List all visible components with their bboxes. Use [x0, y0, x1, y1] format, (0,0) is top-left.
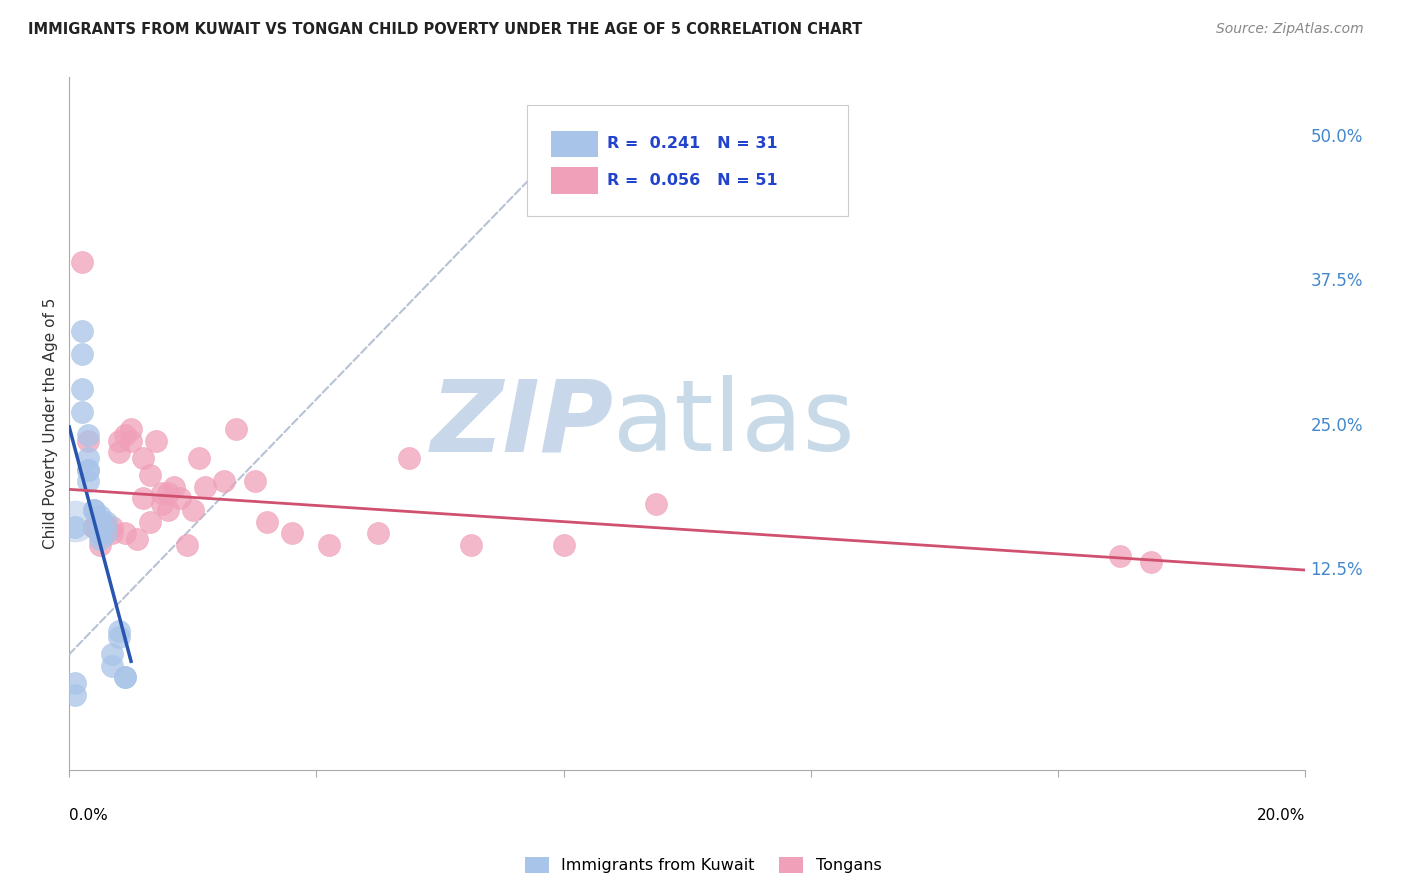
Point	[114, 526, 136, 541]
Point	[256, 515, 278, 529]
Point	[194, 480, 217, 494]
Point	[89, 520, 111, 534]
Point	[212, 474, 235, 488]
Point	[70, 405, 93, 419]
Point	[157, 485, 180, 500]
Point	[120, 422, 142, 436]
Point	[96, 526, 118, 541]
Point	[70, 347, 93, 361]
Point	[1109, 549, 1132, 564]
Point	[83, 503, 105, 517]
Point	[101, 520, 124, 534]
Point	[89, 520, 111, 534]
Text: ZIP: ZIP	[430, 375, 613, 472]
Bar	[551, 168, 599, 194]
Point	[101, 647, 124, 661]
Point	[163, 480, 186, 494]
Point	[101, 658, 124, 673]
Point	[553, 538, 575, 552]
FancyBboxPatch shape	[527, 105, 848, 216]
Point	[318, 538, 340, 552]
Point	[76, 463, 98, 477]
Point	[89, 526, 111, 541]
Point	[89, 508, 111, 523]
Point	[65, 676, 87, 690]
Text: R =  0.056   N = 51: R = 0.056 N = 51	[607, 173, 778, 188]
Point	[96, 526, 118, 541]
Text: Source: ZipAtlas.com: Source: ZipAtlas.com	[1216, 22, 1364, 37]
Point	[89, 515, 111, 529]
Point	[89, 526, 111, 541]
Point	[138, 515, 160, 529]
Point	[107, 624, 129, 639]
Point	[89, 526, 111, 541]
Point	[150, 497, 173, 511]
Point	[89, 520, 111, 534]
Point	[181, 503, 204, 517]
Point	[188, 451, 211, 466]
Point	[89, 538, 111, 552]
Point	[83, 520, 105, 534]
Point	[89, 526, 111, 541]
Point	[101, 526, 124, 541]
Point	[145, 434, 167, 448]
Text: R =  0.241   N = 31: R = 0.241 N = 31	[607, 136, 778, 152]
Point	[120, 434, 142, 448]
Point	[65, 688, 87, 702]
Point	[89, 515, 111, 529]
Text: atlas: atlas	[613, 375, 855, 472]
Point	[89, 526, 111, 541]
Point	[89, 532, 111, 546]
Point	[225, 422, 247, 436]
Point	[132, 491, 155, 506]
Point	[169, 491, 191, 506]
Point	[76, 434, 98, 448]
Text: 20.0%: 20.0%	[1257, 808, 1305, 823]
Point	[70, 324, 93, 338]
Bar	[551, 131, 599, 157]
Point	[89, 520, 111, 534]
Point	[107, 445, 129, 459]
Point	[96, 520, 118, 534]
Point	[114, 428, 136, 442]
Point	[96, 515, 118, 529]
Point	[83, 520, 105, 534]
Point	[83, 503, 105, 517]
Point	[645, 497, 668, 511]
Text: IMMIGRANTS FROM KUWAIT VS TONGAN CHILD POVERTY UNDER THE AGE OF 5 CORRELATION CH: IMMIGRANTS FROM KUWAIT VS TONGAN CHILD P…	[28, 22, 862, 37]
Point	[243, 474, 266, 488]
Point	[132, 451, 155, 466]
Point	[280, 526, 302, 541]
Point	[138, 468, 160, 483]
Point	[76, 463, 98, 477]
Point	[150, 485, 173, 500]
Point	[65, 520, 87, 534]
Point	[176, 538, 198, 552]
Point	[89, 515, 111, 529]
Legend: Immigrants from Kuwait, Tongans: Immigrants from Kuwait, Tongans	[519, 850, 887, 880]
Y-axis label: Child Poverty Under the Age of 5: Child Poverty Under the Age of 5	[44, 298, 58, 549]
Point	[70, 382, 93, 396]
Point	[460, 538, 482, 552]
Point	[127, 532, 149, 546]
Text: 0.0%: 0.0%	[69, 808, 108, 823]
Point	[107, 630, 129, 644]
Point	[157, 503, 180, 517]
Point	[83, 520, 105, 534]
Point	[76, 474, 98, 488]
Point	[114, 670, 136, 684]
Point	[96, 520, 118, 534]
Point	[1140, 555, 1163, 569]
Point	[367, 526, 389, 541]
Point	[76, 451, 98, 466]
Point	[76, 428, 98, 442]
Point	[65, 515, 87, 529]
Point	[114, 670, 136, 684]
Point	[107, 434, 129, 448]
Point	[70, 255, 93, 269]
Point	[398, 451, 420, 466]
